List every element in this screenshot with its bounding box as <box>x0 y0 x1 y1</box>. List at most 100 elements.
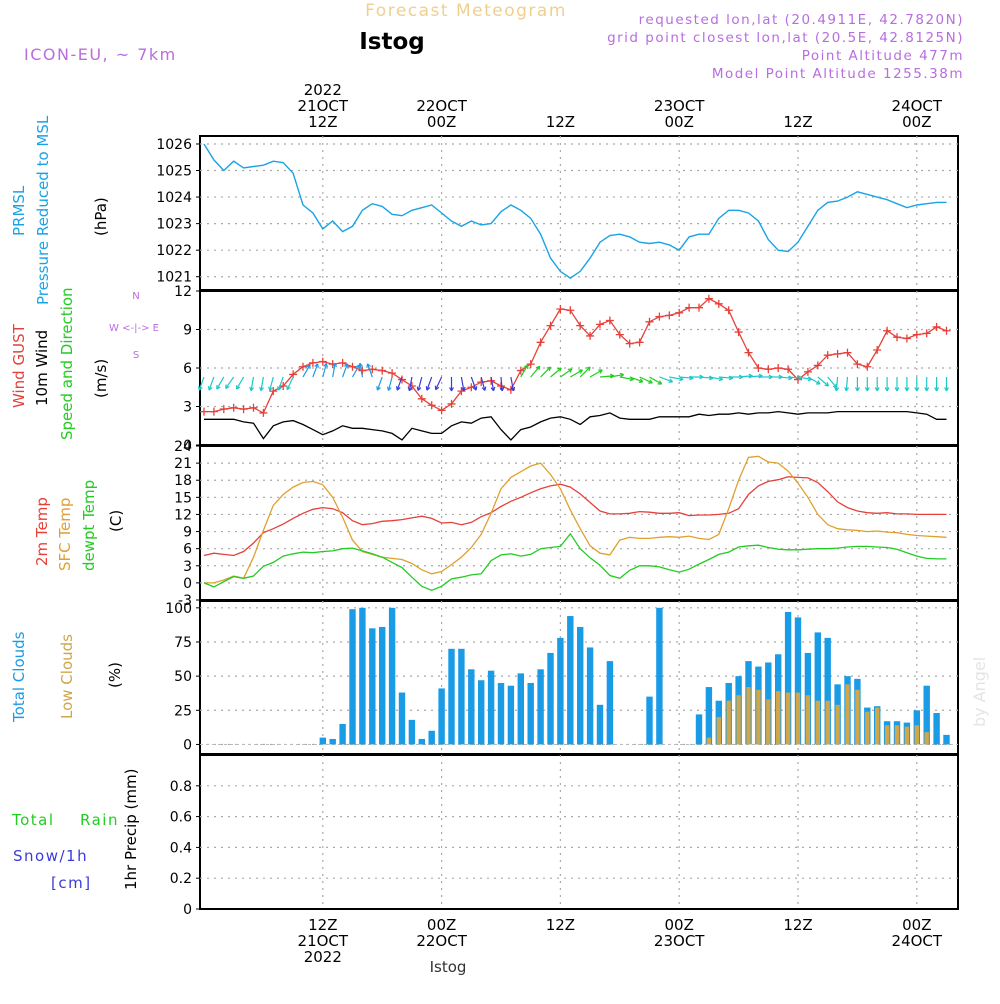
gust-marker <box>249 403 258 412</box>
gust-marker <box>823 351 832 360</box>
wind-arrow-head <box>934 387 940 392</box>
gust-marker <box>645 317 654 326</box>
y-tick-label: 24 <box>174 439 192 455</box>
precip-1hr-label: 1hr Precip (mm) <box>122 769 140 890</box>
wind-arrow-head <box>834 387 840 392</box>
gust-marker <box>437 406 446 415</box>
wind-arrow-head <box>864 387 870 392</box>
gust-marker <box>229 403 238 412</box>
gust-marker <box>209 407 218 416</box>
wind-arrow-head <box>557 367 562 372</box>
total-cloud-bar <box>369 628 376 745</box>
y-tick-label: -3 <box>178 593 192 609</box>
wind-direction-arrow <box>649 376 662 385</box>
top-time-label: 22OCT <box>416 97 467 115</box>
total-cloud-bar <box>359 607 366 745</box>
gust-marker <box>269 387 278 396</box>
wind-direction-arrow <box>387 376 393 391</box>
model-altitude: Model Point Altitude 1255.38m <box>712 66 964 82</box>
total-cloud-bar <box>567 616 574 745</box>
low-cloud-bar <box>875 707 880 745</box>
bottom-time-label: 00Z <box>427 916 456 934</box>
y-tick-labels: 102110221023102410251026036912-303691215… <box>156 137 200 918</box>
total-cloud-bar <box>814 632 821 745</box>
prmsl-line <box>203 143 947 279</box>
gust-marker <box>625 339 634 348</box>
temp-ylabels: 2m Temp SFC Temp dewpt Temp (C) <box>33 480 125 571</box>
wind-direction-arrow <box>560 368 573 378</box>
wind-arrow-head <box>332 362 337 368</box>
wind-direction-arrow <box>827 376 838 389</box>
wind-arrow-head <box>668 378 674 383</box>
total-cloud-bar <box>487 670 495 745</box>
gust-marker <box>655 312 664 321</box>
bottom-time-label: 12Z <box>783 916 812 934</box>
low-cloud-bar <box>894 725 900 745</box>
low-cloud-bar <box>716 717 721 745</box>
wind-direction-arrow <box>269 376 274 391</box>
wind-arrow-head <box>434 385 440 391</box>
cloud-ylabels: Total Clouds Low Clouds (%) <box>10 631 124 723</box>
gust-marker <box>942 326 951 335</box>
y-tick-label: 0 <box>183 576 192 592</box>
wind-direction-arrow <box>659 376 673 383</box>
wind-arrow-head <box>884 387 890 392</box>
gust-marker <box>219 405 228 414</box>
total-cloud-bar <box>329 738 336 745</box>
y-tick-label: 3 <box>183 559 192 575</box>
gust-marker <box>398 375 406 384</box>
wind-direction-arrow <box>490 376 495 391</box>
gust-marker <box>883 326 892 335</box>
total-cloud-bar <box>398 692 406 745</box>
gust-marker <box>576 321 585 330</box>
gust-marker <box>447 399 456 408</box>
wind-arrow-head <box>524 364 529 369</box>
wind-arrow-head <box>425 386 431 391</box>
wind-direction-arrow <box>778 376 793 379</box>
gust-marker <box>566 306 575 315</box>
requested-coords: requested lon,lat (20.4911E, 42.7820N) <box>639 12 964 28</box>
low-cloud-bar <box>736 695 741 745</box>
wind-dir-label: Speed and Direction <box>58 287 76 440</box>
wind-direction-arrow <box>788 376 803 379</box>
wind-arrow-head <box>286 385 291 391</box>
y-tick-label: 6 <box>183 361 192 377</box>
pressure-unit-label: (hPa) <box>92 197 110 236</box>
total-cloud-bar <box>438 688 445 745</box>
wind-direction-arrow <box>579 366 591 378</box>
low-cloud-bar <box>776 691 781 745</box>
wind-direction-arrow <box>569 369 583 378</box>
gust-marker <box>546 321 555 330</box>
cloud-unit-label: (%) <box>106 662 124 688</box>
top-time-label: 00Z <box>427 113 456 131</box>
pressure-series <box>203 143 947 279</box>
gust-marker <box>774 364 783 372</box>
wind-arrow-head <box>216 385 221 390</box>
dewpt-line <box>203 532 947 592</box>
bottom-time-label: 00Z <box>902 916 931 934</box>
precip-cm-label: [cm] <box>51 874 92 892</box>
gust-marker <box>477 378 486 387</box>
wind-arrow-head <box>567 368 573 373</box>
gust-marker <box>803 367 812 376</box>
wind-direction-arrow <box>845 376 849 391</box>
bottom-time-label: 12Z <box>546 916 575 934</box>
wind-direction-arrow <box>589 369 603 378</box>
wind-direction-arrow <box>302 364 311 378</box>
total-cloud-bar <box>606 661 614 745</box>
wind-arrow-head <box>323 363 328 368</box>
top-time-label: 2022 <box>304 81 342 99</box>
wind-arrow-head <box>314 363 319 368</box>
gust-marker <box>843 348 852 357</box>
total-cloud-bar <box>577 626 584 745</box>
total-cloud-bar <box>794 617 802 745</box>
y-tick-label: 0 <box>183 438 192 454</box>
wind-arrow-head <box>416 386 422 391</box>
gust-marker <box>813 361 822 370</box>
low-cloud-bar <box>914 725 919 745</box>
total-cloud-bar <box>547 652 554 745</box>
top-time-label: 24OCT <box>892 97 943 115</box>
wind-arrow-head <box>546 366 552 372</box>
